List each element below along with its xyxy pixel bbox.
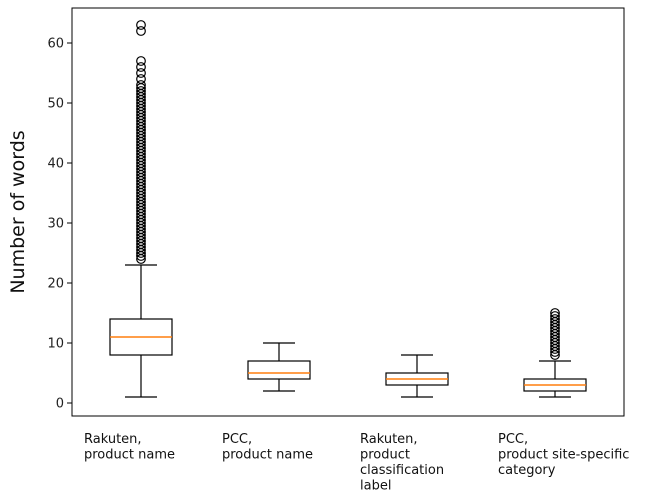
- x-category-label-line: product: [360, 448, 410, 463]
- outlier-point: [136, 86, 146, 96]
- y-tick-label: 50: [47, 97, 64, 112]
- y-tick-label: 30: [47, 217, 64, 232]
- y-tick-label: 10: [47, 337, 64, 352]
- outlier-point: [550, 308, 560, 318]
- x-category-label: Rakuten, product name: [84, 432, 175, 463]
- x-category-label: PCC, product name: [222, 432, 313, 463]
- x-category-label-line: PCC,: [498, 432, 528, 447]
- outlier-point: [550, 311, 560, 321]
- x-category-label-line: product name: [84, 448, 175, 463]
- y-tick-label: 60: [47, 37, 64, 52]
- y-tick-label: 0: [56, 397, 64, 412]
- outlier-point: [136, 20, 146, 30]
- outlier-point: [136, 62, 146, 72]
- outlier-point: [136, 74, 146, 84]
- outlier-point: [136, 80, 146, 90]
- x-category-label-line: PCC,: [222, 432, 252, 447]
- x-category-label-line: product name: [222, 448, 313, 463]
- x-category-label: PCC, product site-specific category: [498, 432, 629, 478]
- outlier-point: [136, 68, 146, 78]
- x-category-label-line: product site-specific: [498, 448, 629, 463]
- y-tick-label: 40: [47, 157, 64, 172]
- outlier-point: [136, 56, 146, 66]
- box-iqr: [247, 360, 311, 380]
- x-category-label: Rakuten, product classification label: [360, 432, 444, 494]
- x-category-label-line: Rakuten,: [360, 432, 418, 447]
- x-category-label-line: category: [498, 463, 556, 478]
- x-category-label-line: Rakuten,: [84, 432, 142, 447]
- x-category-label-line: classification: [360, 463, 444, 478]
- x-category-label-line: label: [360, 479, 391, 494]
- y-tick-label: 20: [47, 277, 64, 292]
- y-axis-title: Number of words: [7, 130, 29, 293]
- outlier-point: [550, 314, 560, 324]
- box-group: [109, 20, 587, 398]
- plot-frame: [71, 7, 625, 417]
- outlier-point: [136, 26, 146, 36]
- y-axis: 0 10 20 30 40 50 60: [47, 37, 72, 412]
